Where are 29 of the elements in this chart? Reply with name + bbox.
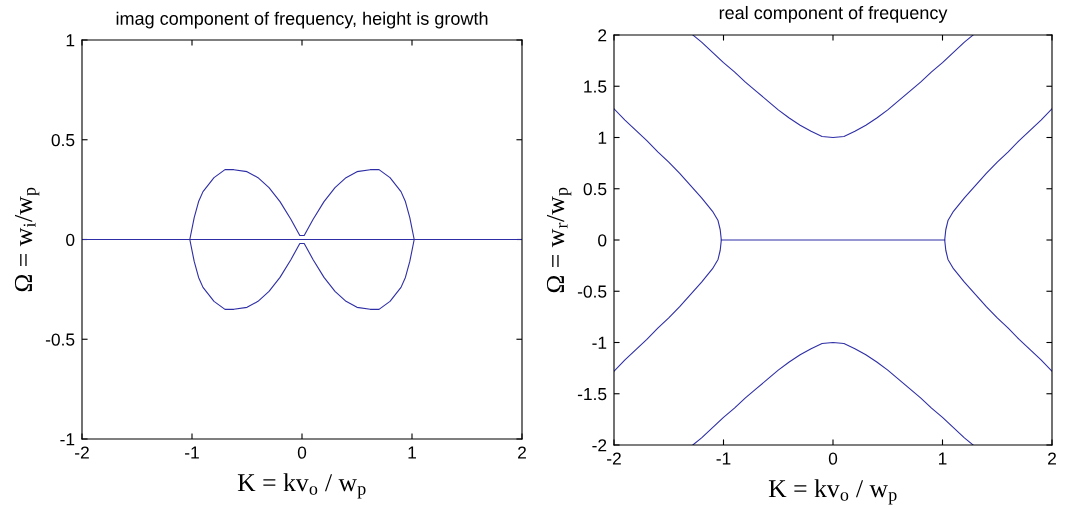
x-tick-label: 0 [297, 446, 307, 459]
y-tick-label: -1 [592, 336, 607, 349]
y-tick-label: 1 [66, 34, 75, 47]
y-axis-title: Ω = w$_{i}$/w$_{p}$ [14, 187, 40, 292]
y-tick-label: 0.5 [51, 133, 75, 147]
y-tick-label: -0.5 [577, 285, 607, 298]
x-tick-label: -1 [716, 452, 731, 465]
x-tick-label: -1 [185, 446, 199, 459]
x-tick-label: 2 [518, 446, 526, 459]
x-tick-label: 1 [939, 452, 947, 465]
y-tick-label: 0 [598, 234, 607, 247]
y-tick-label: 0 [66, 233, 75, 246]
y-tick-label: -1.5 [577, 388, 607, 401]
x-axis-title: K = kv$_{o}$ / w$_{p}$ [237, 473, 366, 499]
x-tick-label: -2 [75, 446, 89, 459]
chart-title: imag component of frequency, height is growth [116, 11, 488, 29]
y-axis-title: Ω = w$_{r}$/w$_{p}$ [546, 187, 572, 293]
x-tick-label: -2 [607, 452, 621, 465]
x-tick-label: 1 [408, 446, 416, 459]
y-tick-label: 1 [598, 131, 607, 144]
chart-title: real component of frequency [719, 5, 948, 23]
x-axis-title: K = kv$_{o}$ / w$_{p}$ [768, 479, 897, 505]
x-tick-label: 0 [828, 452, 838, 465]
x-tick-label: 2 [1048, 452, 1056, 465]
y-tick-label: -0.5 [45, 333, 75, 346]
y-tick-label: 0.5 [583, 182, 607, 196]
y-tick-label: -1 [60, 433, 75, 446]
y-tick-label: 2 [598, 29, 607, 42]
y-tick-label: 1.5 [584, 80, 607, 93]
